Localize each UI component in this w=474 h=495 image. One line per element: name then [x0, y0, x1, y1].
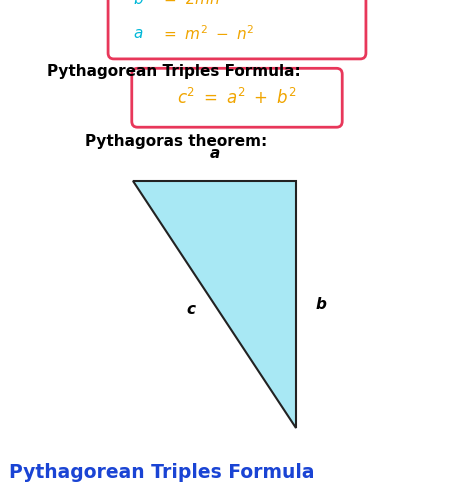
FancyBboxPatch shape	[108, 0, 366, 59]
Text: c: c	[186, 302, 195, 317]
Text: Pythagorean Triples Formula: Pythagorean Triples Formula	[9, 463, 315, 482]
Text: a: a	[210, 146, 219, 161]
Text: $\mathit{a}$: $\mathit{a}$	[133, 26, 143, 41]
Text: $\ =\ \mathit{m}^2\ -\ \mathit{n}^2$: $\ =\ \mathit{m}^2\ -\ \mathit{n}^2$	[156, 24, 255, 43]
FancyBboxPatch shape	[132, 68, 342, 127]
Text: $\ =\ 2\mathit{mn}$: $\ =\ 2\mathit{mn}$	[156, 0, 220, 6]
Polygon shape	[133, 181, 296, 428]
Text: $\mathit{b}$: $\mathit{b}$	[133, 0, 144, 6]
Text: Pythagoras theorem:: Pythagoras theorem:	[85, 134, 267, 148]
Text: $\mathit{c}^2\ =\ \mathit{a}^2\ +\ \mathit{b}^2$: $\mathit{c}^2\ =\ \mathit{a}^2\ +\ \math…	[177, 88, 297, 108]
Text: Pythagorean Triples Formula:: Pythagorean Triples Formula:	[47, 64, 301, 79]
Text: b: b	[315, 297, 326, 312]
